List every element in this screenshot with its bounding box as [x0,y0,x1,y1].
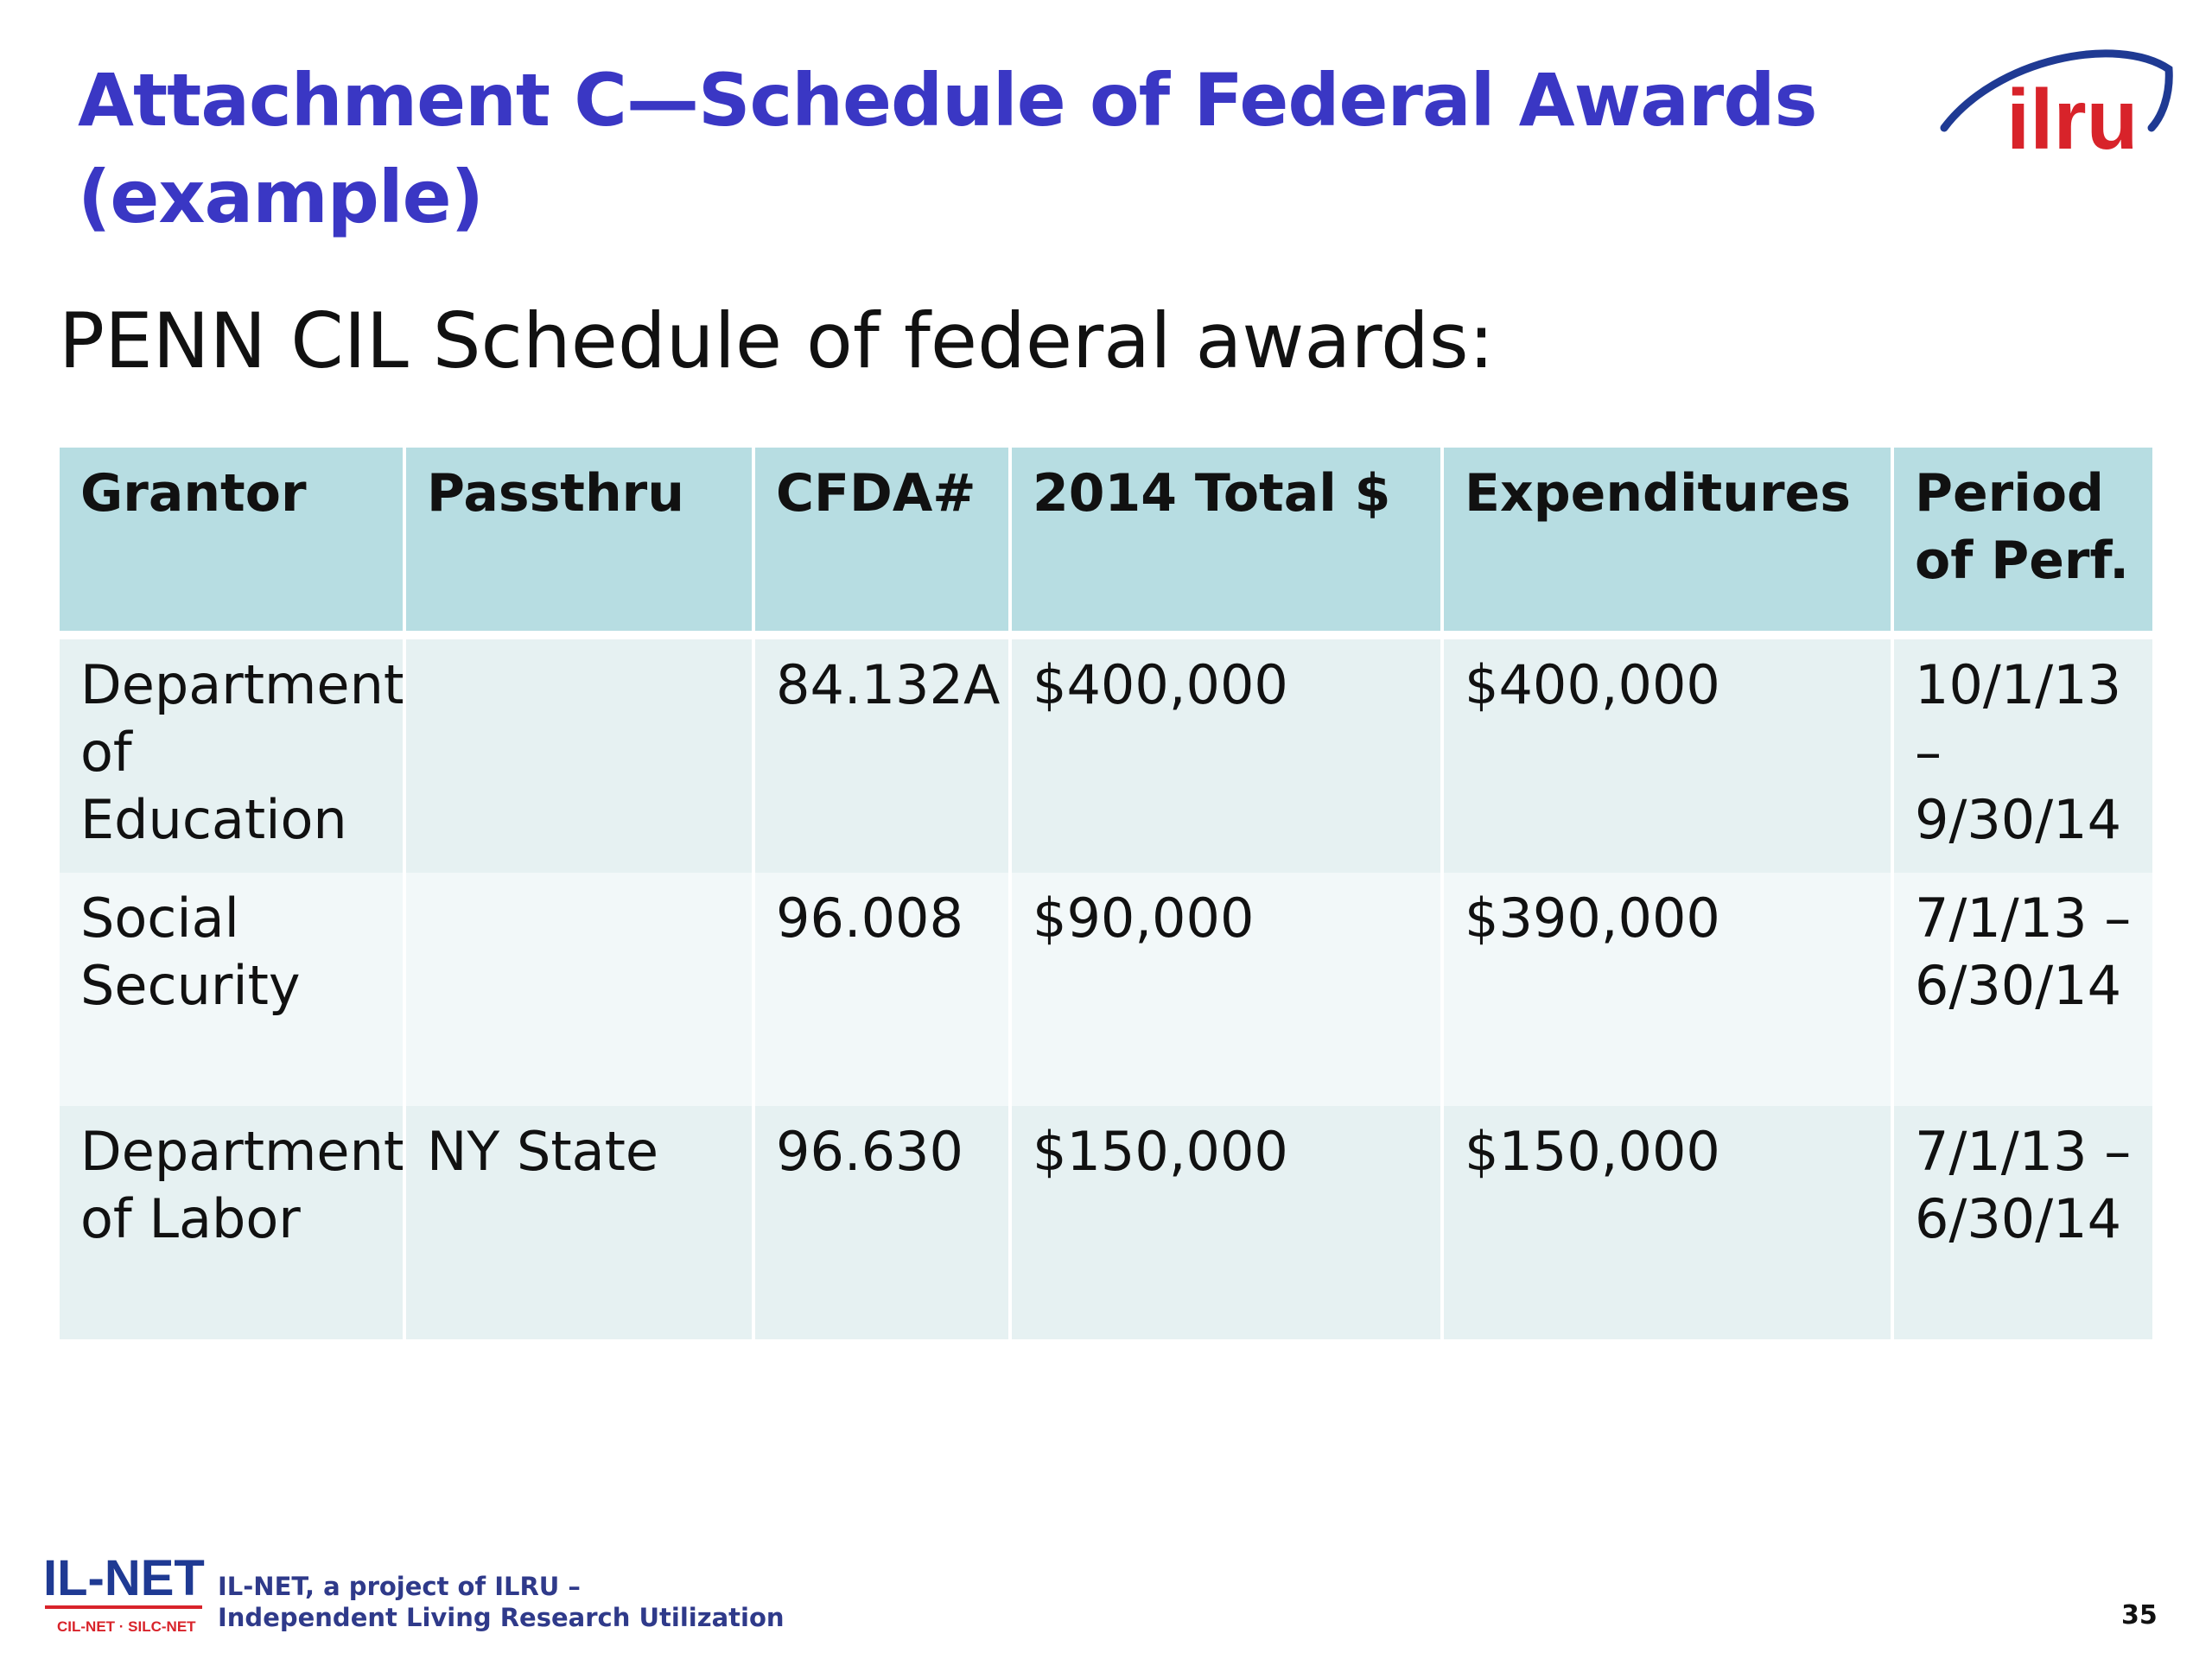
header-period: Period of Perf. [1894,448,2152,639]
cell-grantor: Social Security [60,873,403,1106]
cell-cfda: 96.630 [755,1106,1008,1339]
slide-subtitle: PENN CIL Schedule of federal awards: [59,296,1495,385]
page-number: 35 [2121,1600,2158,1630]
footer-line-1: IL-NET, a project of ILRU – [218,1572,581,1601]
cell-passthru [406,873,752,1106]
header-grantor: Grantor [60,448,403,639]
footer-logo-main: IL-NET [43,1550,205,1606]
cell-total: $400,000 [1012,639,1440,873]
footer-logo-sub: CIL-NET · SILC-NET [57,1618,196,1635]
cell-passthru: NY State [406,1106,752,1339]
cell-expenditures: $400,000 [1444,639,1891,873]
cell-cfda: 84.132A [755,639,1008,873]
table-row: Department of Labor NY State 96.630 $150… [60,1106,2152,1339]
cell-grantor: Department of Labor [60,1106,403,1339]
cell-period: 7/1/13 – 6/30/14 [1894,873,2152,1106]
cell-expenditures: $150,000 [1444,1106,1891,1339]
cell-expenditures: $390,000 [1444,873,1891,1106]
footer-line-2: Independent Living Research Utilization [218,1603,785,1632]
header-expenditures: Expenditures [1444,448,1891,639]
cell-total: $150,000 [1012,1106,1440,1339]
table-row: Social Security 96.008 $90,000 $390,000 … [60,873,2152,1106]
il-net-logo: IL-NET CIL-NET · SILC-NET [43,1550,205,1635]
cell-period: 7/1/13 – 6/30/14 [1894,1106,2152,1339]
cell-period: 10/1/13 – 9/30/14 [1894,639,2152,873]
footer-tagline: IL-NET, a project of ILRU – Independent … [218,1571,785,1633]
ilru-logo: ilru [1940,49,2173,164]
header-cfda: CFDA# [755,448,1008,639]
cell-cfda: 96.008 [755,873,1008,1106]
federal-awards-table: Grantor Passthru CFDA# 2014 Total $ Expe… [56,448,2156,1339]
slide-title: Attachment C—Schedule of Federal Awards … [78,58,1817,239]
table-row: Department of Education 84.132A $400,000… [60,639,2152,873]
cell-grantor: Department of Education [60,639,403,873]
header-passthru: Passthru [406,448,752,639]
cell-total: $90,000 [1012,873,1440,1106]
cell-passthru [406,639,752,873]
table-header-row: Grantor Passthru CFDA# 2014 Total $ Expe… [60,448,2152,639]
logo-text: ilru [2006,72,2138,164]
header-total: 2014 Total $ [1012,448,1440,639]
